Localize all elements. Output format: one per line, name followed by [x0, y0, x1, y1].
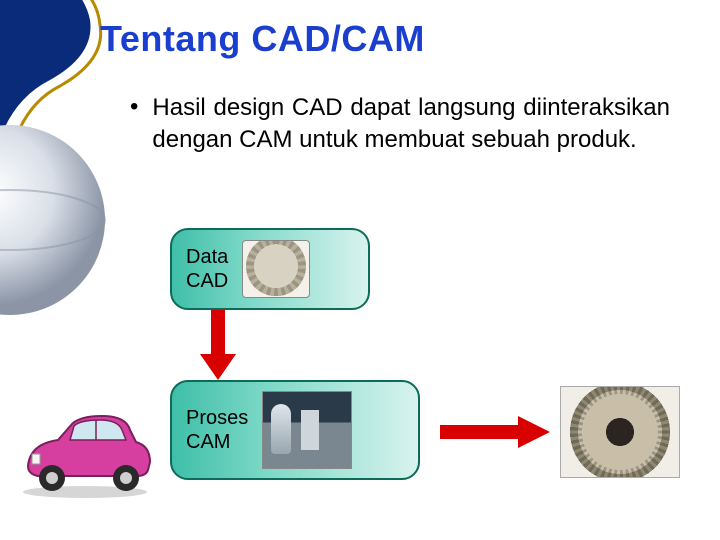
- bullet-item: • Hasil design CAD dapat langsung diinte…: [130, 92, 670, 156]
- bullet-marker: •: [130, 92, 138, 156]
- arrow-down: [198, 310, 238, 380]
- box-data-cad-label: Data CAD: [186, 245, 228, 293]
- slide-title: Tentang CAD/CAM: [100, 18, 425, 60]
- bullet-text: Hasil design CAD dapat langsung diintera…: [152, 92, 670, 156]
- arrow-right: [440, 414, 550, 450]
- box-proses-cam: Proses CAM: [170, 380, 420, 480]
- machine-icon: [262, 391, 352, 469]
- bevel-gear-icon: [560, 386, 680, 478]
- pink-car-icon: [10, 400, 160, 500]
- box-data-cad: Data CAD: [170, 228, 370, 310]
- gear-icon: [242, 240, 310, 298]
- box-proses-cam-label: Proses CAM: [186, 406, 248, 454]
